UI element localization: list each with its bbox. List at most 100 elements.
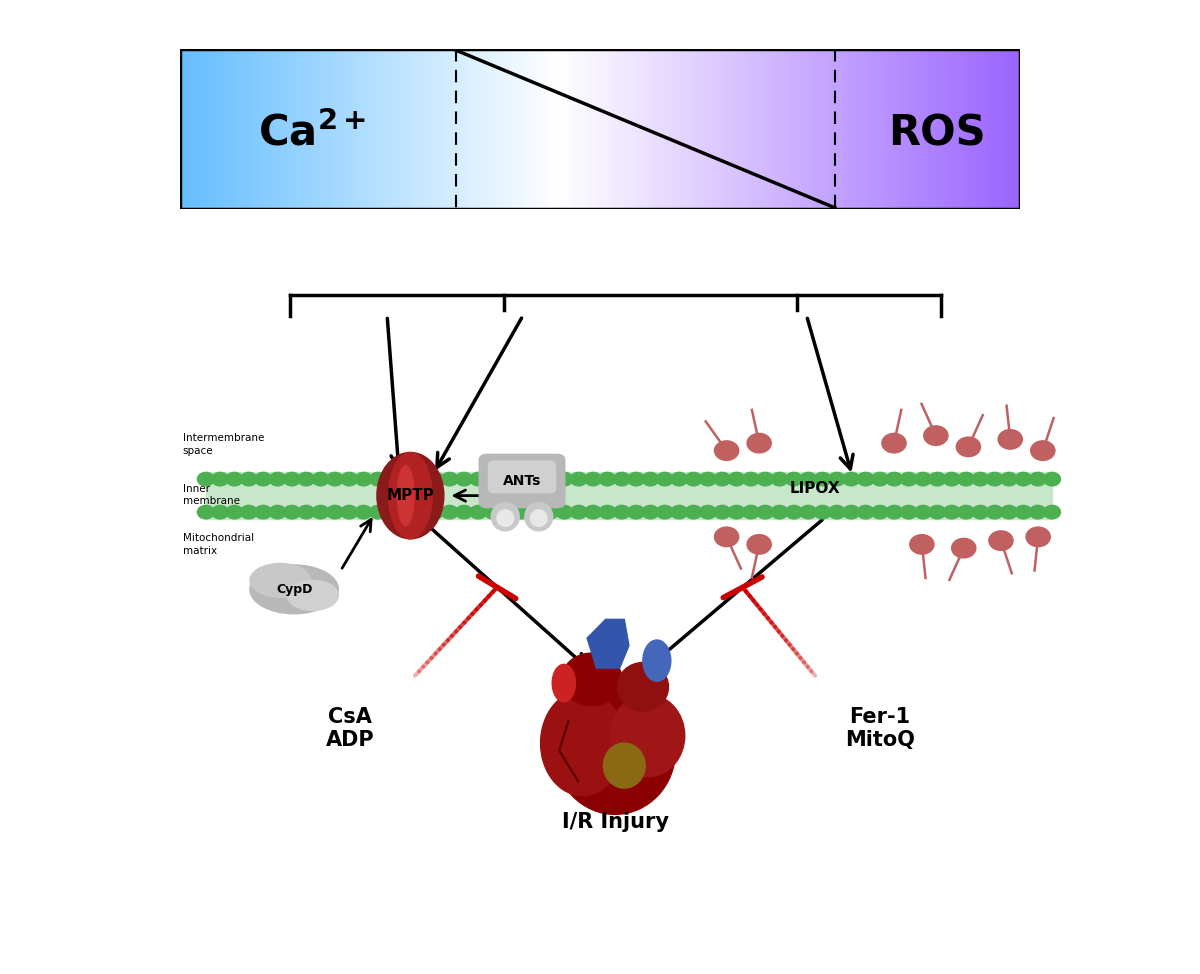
Circle shape [857, 506, 874, 519]
Circle shape [743, 506, 760, 519]
Circle shape [1031, 441, 1055, 461]
Circle shape [599, 506, 616, 519]
Circle shape [298, 472, 314, 486]
Circle shape [842, 506, 859, 519]
Circle shape [442, 472, 458, 486]
Text: $\mathbf{Ca^{2+}}$: $\mathbf{Ca^{2+}}$ [258, 112, 367, 154]
Circle shape [714, 527, 739, 546]
Ellipse shape [491, 503, 520, 531]
Text: Fer-1
MitoQ: Fer-1 MitoQ [845, 706, 914, 750]
Ellipse shape [497, 509, 514, 526]
Circle shape [584, 506, 601, 519]
Circle shape [972, 506, 989, 519]
Circle shape [828, 506, 845, 519]
Circle shape [714, 472, 731, 486]
Circle shape [485, 472, 502, 486]
Circle shape [986, 472, 1003, 486]
Ellipse shape [562, 654, 622, 705]
Circle shape [384, 472, 401, 486]
Circle shape [370, 472, 386, 486]
Circle shape [924, 426, 948, 445]
Circle shape [254, 472, 271, 486]
Circle shape [786, 472, 803, 486]
Ellipse shape [530, 509, 547, 526]
Circle shape [512, 506, 529, 519]
Circle shape [312, 472, 329, 486]
Circle shape [198, 472, 214, 486]
Circle shape [512, 472, 529, 486]
Circle shape [929, 506, 946, 519]
Circle shape [398, 506, 415, 519]
Ellipse shape [554, 687, 676, 814]
Circle shape [998, 430, 1022, 449]
Circle shape [442, 506, 458, 519]
FancyBboxPatch shape [479, 454, 565, 507]
Circle shape [240, 472, 257, 486]
Circle shape [355, 472, 372, 486]
Circle shape [748, 433, 772, 453]
Circle shape [900, 472, 917, 486]
Circle shape [584, 472, 601, 486]
Circle shape [254, 506, 271, 519]
Circle shape [910, 535, 934, 554]
Circle shape [198, 506, 214, 519]
Circle shape [499, 472, 515, 486]
Circle shape [599, 472, 616, 486]
Ellipse shape [389, 453, 432, 539]
Bar [206, 472, 1052, 519]
Circle shape [671, 506, 688, 519]
Circle shape [943, 472, 960, 486]
Circle shape [871, 506, 888, 519]
Circle shape [211, 506, 228, 519]
Ellipse shape [552, 664, 576, 702]
Circle shape [886, 506, 902, 519]
Circle shape [613, 506, 630, 519]
Circle shape [989, 531, 1013, 550]
Ellipse shape [250, 565, 338, 614]
Circle shape [685, 472, 702, 486]
Circle shape [326, 506, 343, 519]
Circle shape [341, 472, 358, 486]
Circle shape [370, 506, 386, 519]
Circle shape [384, 506, 401, 519]
Circle shape [1015, 472, 1032, 486]
Text: CypD: CypD [276, 582, 312, 596]
Text: Inner
membrane: Inner membrane [182, 484, 240, 506]
Circle shape [628, 506, 644, 519]
Circle shape [427, 472, 444, 486]
Polygon shape [587, 619, 629, 668]
Circle shape [527, 472, 544, 486]
Circle shape [656, 472, 673, 486]
Circle shape [541, 472, 558, 486]
Ellipse shape [540, 691, 624, 796]
Circle shape [748, 535, 772, 554]
Circle shape [700, 506, 716, 519]
Circle shape [929, 472, 946, 486]
Circle shape [714, 441, 739, 461]
Circle shape [914, 472, 931, 486]
Circle shape [485, 506, 502, 519]
Circle shape [1030, 472, 1046, 486]
Circle shape [283, 506, 300, 519]
Circle shape [312, 506, 329, 519]
Circle shape [211, 472, 228, 486]
Circle shape [772, 506, 788, 519]
Circle shape [298, 506, 314, 519]
Circle shape [1044, 472, 1061, 486]
Text: ANTs: ANTs [503, 473, 541, 488]
Circle shape [842, 472, 859, 486]
Circle shape [269, 472, 286, 486]
Circle shape [882, 433, 906, 453]
Ellipse shape [617, 662, 668, 711]
Circle shape [456, 472, 473, 486]
Ellipse shape [287, 581, 338, 611]
Circle shape [269, 506, 286, 519]
Circle shape [958, 506, 974, 519]
Circle shape [413, 472, 430, 486]
Ellipse shape [397, 466, 414, 526]
Circle shape [671, 472, 688, 486]
Circle shape [772, 472, 788, 486]
Text: Intermembrane
space: Intermembrane space [182, 433, 264, 456]
Ellipse shape [604, 743, 646, 788]
Circle shape [728, 506, 745, 519]
